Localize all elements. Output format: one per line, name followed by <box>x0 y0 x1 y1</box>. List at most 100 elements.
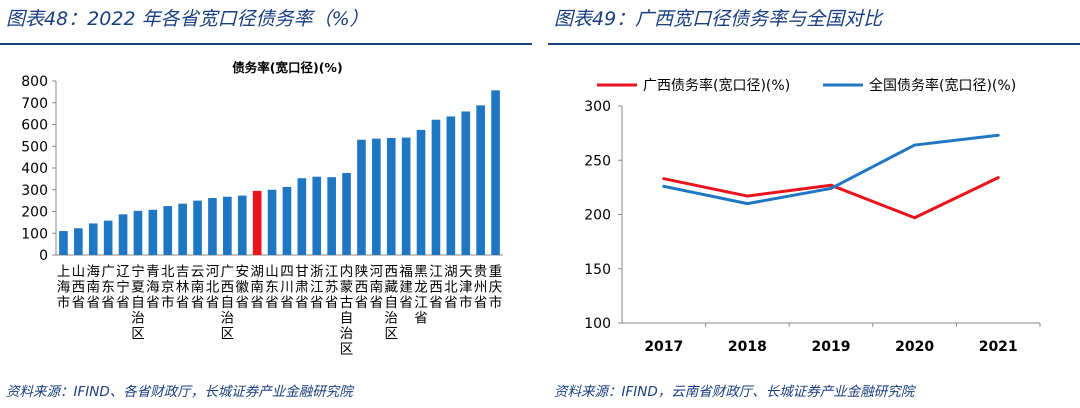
x-tick-label: 治 <box>340 326 354 342</box>
bar <box>327 177 336 255</box>
x-tick-label: 北 <box>161 264 175 280</box>
x-tick-label: 省 <box>101 295 115 311</box>
x-tick-label: 州 <box>474 280 488 296</box>
x-tick-label: 内 <box>340 264 354 280</box>
x-tick-label: 省 <box>146 295 160 311</box>
x-tick-label: 广 <box>221 264 235 280</box>
x-tick-label: 治 <box>385 311 399 327</box>
x-tick-label: 省 <box>116 295 130 311</box>
x-tick-label: 湖 <box>444 264 458 280</box>
bar <box>118 214 128 255</box>
x-tick-label: 治 <box>131 311 145 327</box>
x-tick-label: 省 <box>310 295 324 311</box>
x-tick-label: 黑 <box>414 264 428 280</box>
bar <box>357 139 366 255</box>
y-tick-label: 600 <box>21 118 48 134</box>
bar <box>267 189 277 255</box>
x-tick-label: 2018 <box>728 339 767 355</box>
bar <box>372 138 381 255</box>
bar <box>59 231 68 255</box>
series-line-guangxi <box>662 176 1000 220</box>
x-tick-label: 市 <box>161 294 175 311</box>
x-tick-label: 省 <box>295 295 309 311</box>
x-tick-label: 庆 <box>489 280 503 296</box>
bar <box>133 210 143 255</box>
x-tick-label: 广 <box>101 264 115 280</box>
x-tick-label: 林 <box>176 280 190 296</box>
bar <box>193 200 202 255</box>
y-tick-label: 150 <box>584 262 611 278</box>
x-tick-label: 2021 <box>979 339 1018 355</box>
y-tick-label: 100 <box>584 316 611 332</box>
series-line-national <box>662 133 1000 206</box>
bar <box>223 196 232 255</box>
bar <box>491 90 500 255</box>
x-tick-label: 2017 <box>644 339 683 355</box>
right-source-note: 资料来源：IFIND，云南省财政厅、长城证券产业金融研究院 <box>554 384 915 400</box>
x-tick-label: 北 <box>206 280 220 296</box>
x-tick-label: 北 <box>444 280 458 296</box>
x-tick-label: 省 <box>444 295 458 311</box>
x-tick-label: 云 <box>191 264 205 280</box>
x-tick-label: 市 <box>489 294 503 311</box>
x-tick-label: 宁 <box>131 263 145 280</box>
x-tick-label: 2020 <box>895 339 934 355</box>
x-tick-label: 省 <box>355 295 369 311</box>
x-tick-label: 省 <box>176 295 190 311</box>
x-tick-label: 浙 <box>310 264 324 280</box>
y-tick-label: 400 <box>21 161 48 177</box>
x-tick-label: 省 <box>191 295 205 311</box>
x-tick-label: 省 <box>265 295 279 311</box>
x-tick-label: 南 <box>191 280 205 296</box>
x-tick-label: 江 <box>325 264 339 280</box>
x-tick-label: 京 <box>161 280 175 296</box>
x-tick-label: 市 <box>57 294 71 311</box>
x-tick-label: 海 <box>146 280 160 296</box>
x-tick-label: 海 <box>57 280 71 296</box>
x-tick-label: 省 <box>474 295 488 311</box>
right-figure-title: 图表49：广西宽口径债务率与全国对比 <box>554 8 883 30</box>
x-tick-label: 甘 <box>295 264 309 280</box>
x-tick-label: 吉 <box>176 264 190 280</box>
x-tick-label: 自 <box>385 295 399 311</box>
x-tick-label: 天 <box>459 264 473 280</box>
x-tick-label: 自 <box>221 295 235 311</box>
x-tick-label: 省 <box>414 311 428 327</box>
x-tick-label: 东 <box>101 280 115 296</box>
bar <box>461 111 471 255</box>
x-tick-label: 古 <box>340 295 354 311</box>
x-tick-label: 市 <box>459 294 473 311</box>
x-tick-label: 安 <box>236 264 250 280</box>
y-tick-label: 0 <box>39 248 48 264</box>
x-tick-label: 河 <box>370 264 384 280</box>
bar <box>88 223 98 255</box>
bar <box>431 119 441 255</box>
x-tick-label: 夏 <box>131 280 145 296</box>
x-tick-label: 龙 <box>414 280 428 296</box>
x-tick-label: 津 <box>459 280 473 296</box>
x-tick-label: 自 <box>340 311 354 327</box>
bar <box>178 203 187 255</box>
x-tick-label: 东 <box>265 280 279 296</box>
left-source-note: 资料来源：IFIND、各省财政厅，长城证券产业金融研究院 <box>6 384 353 400</box>
bar <box>386 137 396 255</box>
x-tick-label: 福 <box>399 264 413 280</box>
x-tick-label: 省 <box>429 295 443 311</box>
bar <box>208 198 217 255</box>
x-tick-label: 2019 <box>812 339 851 355</box>
x-tick-label: 山 <box>72 264 86 280</box>
left-figure-title: 图表48：2022 年各省宽口径债务率（%） <box>6 8 369 30</box>
bar <box>401 137 411 255</box>
legend-label: 广西债务率(宽口径)(%) <box>643 77 790 94</box>
x-tick-label: 藏 <box>385 280 399 296</box>
bar <box>163 206 173 255</box>
x-tick-label: 自 <box>131 295 145 311</box>
legend-label: 全国债务率(宽口径)(%) <box>869 77 1016 94</box>
right-header-rule <box>548 43 1080 45</box>
left-header-rule <box>0 43 532 45</box>
x-tick-label: 上 <box>57 264 71 280</box>
chart-title: 债务率(宽口径)(%) <box>232 60 342 75</box>
x-tick-label: 肃 <box>295 280 309 296</box>
x-tick-label: 陕 <box>355 264 369 280</box>
